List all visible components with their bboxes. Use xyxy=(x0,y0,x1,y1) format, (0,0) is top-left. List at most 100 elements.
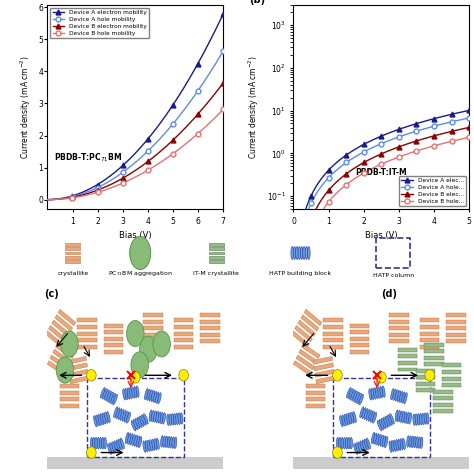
FancyBboxPatch shape xyxy=(47,361,65,375)
Ellipse shape xyxy=(127,388,130,399)
Ellipse shape xyxy=(402,411,405,423)
Ellipse shape xyxy=(400,438,403,450)
FancyBboxPatch shape xyxy=(314,363,334,371)
Ellipse shape xyxy=(341,438,344,449)
Ellipse shape xyxy=(178,413,181,424)
FancyBboxPatch shape xyxy=(174,338,193,342)
Ellipse shape xyxy=(114,407,118,418)
FancyBboxPatch shape xyxy=(143,339,163,344)
Ellipse shape xyxy=(398,439,401,450)
Ellipse shape xyxy=(402,438,405,449)
FancyBboxPatch shape xyxy=(104,337,123,341)
Ellipse shape xyxy=(143,441,146,452)
FancyBboxPatch shape xyxy=(416,382,435,386)
FancyBboxPatch shape xyxy=(60,404,79,408)
Ellipse shape xyxy=(152,439,155,450)
FancyBboxPatch shape xyxy=(65,252,80,254)
FancyBboxPatch shape xyxy=(174,325,193,329)
Ellipse shape xyxy=(344,414,347,425)
Text: (b): (b) xyxy=(249,0,265,5)
Ellipse shape xyxy=(360,441,364,452)
Ellipse shape xyxy=(140,336,157,362)
Ellipse shape xyxy=(359,394,364,405)
Ellipse shape xyxy=(108,444,111,455)
Circle shape xyxy=(333,370,342,381)
FancyBboxPatch shape xyxy=(65,260,80,263)
Ellipse shape xyxy=(158,412,161,423)
Ellipse shape xyxy=(109,392,113,402)
FancyBboxPatch shape xyxy=(304,310,322,326)
Ellipse shape xyxy=(116,408,120,419)
FancyBboxPatch shape xyxy=(442,383,461,387)
Ellipse shape xyxy=(149,410,152,421)
Ellipse shape xyxy=(411,436,414,447)
FancyBboxPatch shape xyxy=(65,247,80,250)
Ellipse shape xyxy=(407,436,410,447)
FancyBboxPatch shape xyxy=(442,364,461,367)
FancyBboxPatch shape xyxy=(50,355,68,370)
Ellipse shape xyxy=(418,437,420,448)
Ellipse shape xyxy=(169,414,172,425)
Ellipse shape xyxy=(97,438,100,449)
FancyBboxPatch shape xyxy=(424,349,444,353)
Ellipse shape xyxy=(374,433,377,444)
Ellipse shape xyxy=(351,412,354,423)
Ellipse shape xyxy=(348,389,353,399)
Ellipse shape xyxy=(371,432,375,444)
FancyBboxPatch shape xyxy=(53,349,71,364)
FancyBboxPatch shape xyxy=(77,325,97,329)
Text: IT-M crystallite: IT-M crystallite xyxy=(193,271,239,276)
Ellipse shape xyxy=(138,437,142,447)
Ellipse shape xyxy=(135,418,140,428)
FancyBboxPatch shape xyxy=(442,377,461,381)
FancyBboxPatch shape xyxy=(447,339,466,344)
Ellipse shape xyxy=(401,392,405,403)
Circle shape xyxy=(179,370,189,381)
Ellipse shape xyxy=(296,246,298,259)
FancyBboxPatch shape xyxy=(416,375,435,379)
Ellipse shape xyxy=(144,414,148,424)
FancyBboxPatch shape xyxy=(104,343,123,347)
Text: HATP building block: HATP building block xyxy=(269,271,332,276)
FancyBboxPatch shape xyxy=(104,324,123,328)
FancyBboxPatch shape xyxy=(306,384,325,388)
FancyBboxPatch shape xyxy=(398,367,418,372)
Ellipse shape xyxy=(154,438,157,450)
Ellipse shape xyxy=(129,387,132,399)
Ellipse shape xyxy=(406,412,409,424)
FancyBboxPatch shape xyxy=(420,319,439,322)
FancyBboxPatch shape xyxy=(295,326,312,342)
Circle shape xyxy=(130,372,140,383)
Ellipse shape xyxy=(153,392,157,402)
Ellipse shape xyxy=(418,414,420,425)
FancyBboxPatch shape xyxy=(301,315,319,331)
Text: PBDB-T:PC$_{71}$BM: PBDB-T:PC$_{71}$BM xyxy=(55,152,122,164)
Ellipse shape xyxy=(155,392,159,403)
Ellipse shape xyxy=(156,411,159,423)
Ellipse shape xyxy=(174,437,177,448)
FancyBboxPatch shape xyxy=(389,326,409,330)
Ellipse shape xyxy=(153,331,171,357)
Ellipse shape xyxy=(395,410,398,421)
Y-axis label: Current density (mA cm$^{-2}$): Current density (mA cm$^{-2}$) xyxy=(247,55,261,159)
Ellipse shape xyxy=(409,436,411,447)
FancyBboxPatch shape xyxy=(201,339,219,344)
Ellipse shape xyxy=(369,389,372,400)
FancyBboxPatch shape xyxy=(420,338,439,342)
Ellipse shape xyxy=(400,392,403,402)
Ellipse shape xyxy=(308,246,310,259)
Ellipse shape xyxy=(393,389,396,401)
Ellipse shape xyxy=(416,437,419,448)
Ellipse shape xyxy=(383,417,388,428)
Ellipse shape xyxy=(343,438,346,449)
Ellipse shape xyxy=(346,438,348,449)
FancyBboxPatch shape xyxy=(424,343,444,346)
Ellipse shape xyxy=(176,413,178,425)
Ellipse shape xyxy=(373,412,376,423)
FancyBboxPatch shape xyxy=(442,370,461,374)
Ellipse shape xyxy=(360,407,364,418)
Ellipse shape xyxy=(132,387,135,398)
Ellipse shape xyxy=(131,352,148,378)
FancyBboxPatch shape xyxy=(350,337,369,341)
X-axis label: Bias (V): Bias (V) xyxy=(119,231,152,240)
